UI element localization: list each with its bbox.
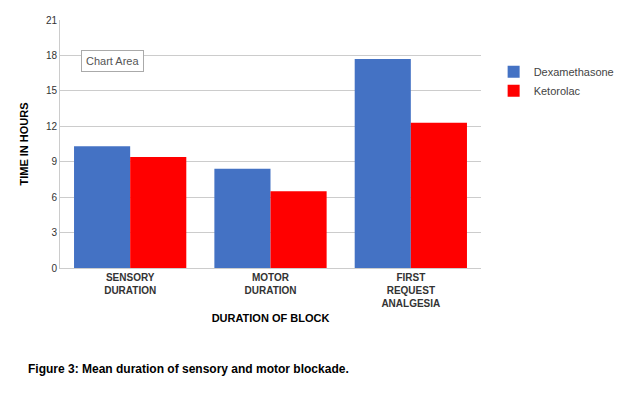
svg-text:Chart Area: Chart Area xyxy=(86,55,139,67)
svg-text:9: 9 xyxy=(51,156,57,167)
svg-text:12: 12 xyxy=(46,121,58,132)
svg-text:6: 6 xyxy=(51,192,57,203)
svg-text:15: 15 xyxy=(46,85,58,96)
svg-text:3: 3 xyxy=(51,227,57,238)
svg-text:MOTORDURATION: MOTORDURATION xyxy=(244,272,296,296)
svg-text:18: 18 xyxy=(46,50,58,61)
svg-text:SENSORYDURATION: SENSORYDURATION xyxy=(104,272,156,296)
svg-text:Ketorolac: Ketorolac xyxy=(534,85,581,97)
svg-text:FIRSTREQUESTANALGESIA: FIRSTREQUESTANALGESIA xyxy=(381,272,440,309)
svg-text:Figure 3: Mean duration of sen: Figure 3: Mean duration of sensory and m… xyxy=(28,362,349,376)
svg-text:TIME IN HOURS: TIME IN HOURS xyxy=(18,102,30,185)
svg-text:DURATION OF BLOCK: DURATION OF BLOCK xyxy=(212,312,330,324)
svg-text:Dexamethasone: Dexamethasone xyxy=(534,66,614,78)
svg-text:0: 0 xyxy=(51,263,57,274)
svg-text:21: 21 xyxy=(46,15,58,26)
